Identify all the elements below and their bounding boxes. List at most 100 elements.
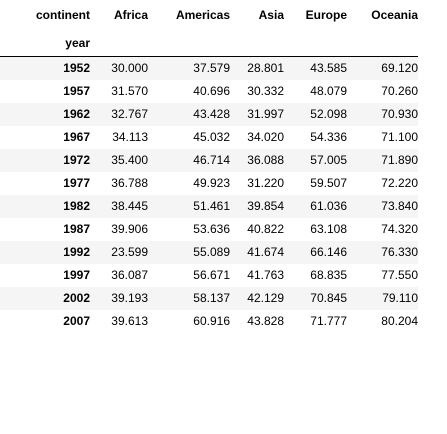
- table-cell: 41.674: [247, 245, 284, 259]
- empty-header-cell: [148, 31, 230, 57]
- table-cell: 23.599: [111, 245, 148, 259]
- column-header-asia: Asia: [258, 8, 284, 22]
- row-index-year: 1992: [63, 245, 90, 259]
- columns-axis-name: continent: [36, 8, 90, 22]
- table-cell: 63.108: [310, 222, 347, 236]
- row-index-year: 1987: [63, 222, 90, 236]
- row-index-year: 1977: [63, 176, 90, 190]
- table-row: 1957 31.570 40.696 30.332 48.079 70.260: [0, 80, 418, 103]
- table-cell: 46.714: [193, 153, 230, 167]
- table-cell: 79.110: [382, 291, 418, 305]
- table-cell: 80.204: [381, 314, 418, 328]
- table-cell: 39.193: [111, 291, 148, 305]
- row-index-year: 1997: [63, 268, 90, 282]
- column-header-europe: Europe: [305, 8, 347, 22]
- table-cell: 55.089: [193, 245, 230, 259]
- table-cell: 42.129: [247, 291, 284, 305]
- table-cell: 59.507: [310, 176, 347, 190]
- dataframe-table: continent Africa Americas Asia Europe Oc…: [0, 0, 418, 333]
- table-cell: 60.916: [193, 314, 230, 328]
- table-cell: 36.088: [247, 153, 284, 167]
- table-cell: 71.100: [381, 130, 418, 144]
- index-name-row: year: [0, 31, 418, 57]
- column-header-oceania: Oceania: [371, 8, 418, 22]
- table-row: 2007 39.613 60.916 43.828 71.777 80.204: [0, 310, 418, 333]
- index-axis-name: year: [65, 36, 90, 50]
- table-header: continent Africa Americas Asia Europe Oc…: [0, 0, 418, 57]
- table-row: 1967 34.113 45.032 34.020 54.336 71.100: [0, 126, 418, 149]
- empty-header-cell: [284, 31, 347, 57]
- table-cell: 61.036: [310, 199, 347, 213]
- table-cell: 49.923: [193, 176, 230, 190]
- table-cell: 30.000: [111, 61, 148, 75]
- table-cell: 58.137: [193, 291, 230, 305]
- row-index-year: 2007: [63, 314, 90, 328]
- table-cell: 70.260: [381, 84, 418, 98]
- row-index-year: 1967: [63, 130, 90, 144]
- table-cell: 32.767: [111, 107, 148, 121]
- table-cell: 36.087: [111, 268, 148, 282]
- table-cell: 54.336: [310, 130, 347, 144]
- table-cell: 70.845: [310, 291, 347, 305]
- table-row: 1972 35.400 46.714 36.088 57.005 71.890: [0, 149, 418, 172]
- table-row: 1997 36.087 56.671 41.763 68.835 77.550: [0, 264, 418, 287]
- table-cell: 31.220: [247, 176, 284, 190]
- table-cell: 76.330: [381, 245, 418, 259]
- table-cell: 57.005: [310, 153, 347, 167]
- table-row: 2002 39.193 58.137 42.129 70.845 79.110: [0, 287, 418, 310]
- table-cell: 34.020: [247, 130, 284, 144]
- row-index-year: 1952: [63, 61, 90, 75]
- table-cell: 39.906: [111, 222, 148, 236]
- table-row: 1987 39.906 53.636 40.822 63.108 74.320: [0, 218, 418, 241]
- table-cell: 39.854: [247, 199, 284, 213]
- table-cell: 72.220: [381, 176, 418, 190]
- table-cell: 37.579: [193, 61, 230, 75]
- table-cell: 77.550: [381, 268, 418, 282]
- table-row: 1982 38.445 51.461 39.854 61.036 73.840: [0, 195, 418, 218]
- table-cell: 51.461: [193, 199, 230, 213]
- table-cell: 31.997: [247, 107, 284, 121]
- table-body: 1952 30.000 37.579 28.801 43.585 69.120 1957 31…: [0, 56, 418, 333]
- column-names-row: continent Africa Americas Asia Europe Oc…: [0, 0, 418, 31]
- table-cell: 40.696: [193, 84, 230, 98]
- row-index-year: 1957: [63, 84, 90, 98]
- table-cell: 71.777: [310, 314, 347, 328]
- table-cell: 43.828: [247, 314, 284, 328]
- table-cell: 70.930: [381, 107, 418, 121]
- table-cell: 48.079: [310, 84, 347, 98]
- table-cell: 43.585: [310, 61, 347, 75]
- row-index-year: 1972: [63, 153, 90, 167]
- table-cell: 52.098: [310, 107, 347, 121]
- row-index-year: 2002: [63, 291, 90, 305]
- table-cell: 69.120: [381, 61, 418, 75]
- table-cell: 28.801: [247, 61, 284, 75]
- table-cell: 73.840: [381, 199, 418, 213]
- row-index-year: 1962: [63, 107, 90, 121]
- table-cell: 41.763: [247, 268, 284, 282]
- table-cell: 30.332: [247, 84, 284, 98]
- table-cell: 66.146: [310, 245, 347, 259]
- table-cell: 45.032: [193, 130, 230, 144]
- empty-header-cell: [347, 31, 418, 57]
- table-cell: 34.113: [112, 130, 148, 144]
- table-cell: 36.788: [111, 176, 148, 190]
- table-row: 1992 23.599 55.089 41.674 66.146 76.330: [0, 241, 418, 264]
- column-header-africa: Africa: [113, 8, 148, 22]
- table-cell: 56.671: [193, 268, 230, 282]
- empty-header-cell: [230, 31, 284, 57]
- table-row: 1952 30.000 37.579 28.801 43.585 69.120: [0, 56, 418, 80]
- table-cell: 71.890: [381, 153, 418, 167]
- table-row: 1977 36.788 49.923 31.220 59.507 72.220: [0, 172, 418, 195]
- table-cell: 74.320: [381, 222, 418, 236]
- column-header-americas: Americas: [175, 8, 230, 22]
- table-cell: 53.636: [193, 222, 230, 236]
- table-cell: 39.613: [111, 314, 148, 328]
- table-cell: 43.428: [193, 107, 230, 121]
- table-cell: 68.835: [310, 268, 347, 282]
- table-cell: 35.400: [111, 153, 148, 167]
- table-cell: 38.445: [111, 199, 148, 213]
- table-row: 1962 32.767 43.428 31.997 52.098 70.930: [0, 103, 418, 126]
- row-index-year: 1982: [63, 199, 90, 213]
- empty-header-cell: [90, 31, 148, 57]
- table-cell: 40.822: [247, 222, 284, 236]
